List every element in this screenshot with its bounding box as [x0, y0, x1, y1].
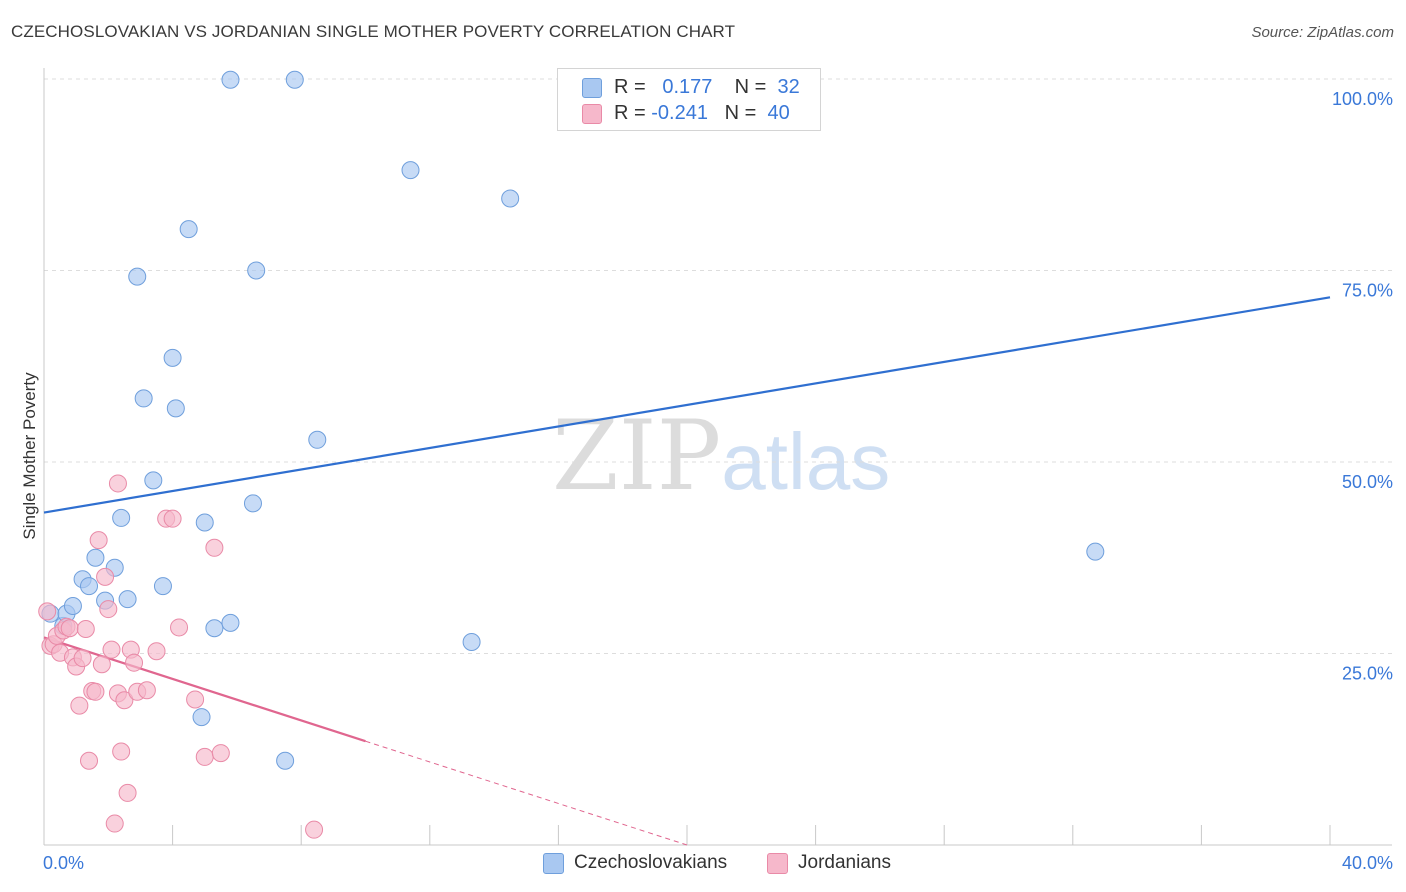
point-czechoslovakian: [134, 389, 153, 408]
point-czechoslovakian: [205, 619, 224, 638]
y-tick-label: 50.0%: [1342, 472, 1393, 492]
trend-line-czechoslovakian: [43, 296, 1331, 514]
point-czechoslovakian: [192, 708, 211, 727]
legend-r-value: -0.241: [651, 102, 708, 124]
point-jordanian: [118, 783, 137, 802]
legend-swatch-czech: [582, 78, 602, 98]
point-jordanian: [163, 509, 182, 528]
point-czechoslovakian: [462, 633, 481, 652]
point-jordanian: [137, 681, 156, 700]
data-points: [38, 70, 1105, 839]
axes: [43, 68, 1392, 846]
point-jordanian: [147, 642, 166, 661]
trend-lines: [43, 296, 1331, 846]
point-czechoslovakian: [153, 577, 172, 596]
point-czechoslovakian: [243, 494, 262, 513]
point-jordanian: [92, 655, 111, 674]
point-jordanian: [96, 567, 115, 586]
axis-labels: 100.0% 75.0% 50.0% 25.0% 0.0% 40.0% Single Mot…: [20, 89, 1393, 873]
point-czechoslovakian: [285, 70, 304, 89]
point-czechoslovakian: [221, 70, 240, 89]
legend-n-value: 32: [777, 76, 800, 98]
legend-n-label: N =: [724, 102, 757, 124]
y-tick-label: 75.0%: [1342, 281, 1393, 301]
y-axis-label: Single Mother Poverty: [20, 372, 39, 540]
point-czechoslovakian: [276, 751, 295, 770]
point-jordanian: [70, 696, 89, 715]
point-jordanian: [80, 751, 99, 770]
x-tick-label: 0.0%: [43, 853, 84, 873]
point-czechoslovakian: [501, 189, 520, 208]
point-jordanian: [102, 640, 121, 659]
legend-n-value: 40: [767, 102, 790, 124]
legend-r-label: R =: [614, 76, 646, 98]
point-czechoslovakian: [195, 513, 214, 532]
point-czechoslovakian: [401, 161, 420, 180]
point-jordanian: [305, 820, 324, 839]
source-label: Source: ZipAtlas.com: [1251, 24, 1394, 41]
point-jordanian: [86, 682, 105, 701]
legend-n-label: N =: [734, 76, 767, 98]
point-jordanian: [73, 649, 92, 668]
point-czechoslovakian: [63, 597, 82, 616]
point-jordanian: [105, 814, 124, 833]
point-jordanian: [76, 619, 95, 638]
point-jordanian: [205, 538, 224, 557]
legend-swatch-jordan: [582, 104, 602, 124]
point-jordanian: [125, 653, 144, 672]
point-czechoslovakian: [163, 348, 182, 367]
trend-line-jordanian: [43, 636, 366, 743]
x-tick-label: 40.0%: [1342, 853, 1393, 873]
watermark-zip: ZIP: [552, 400, 722, 512]
point-czechoslovakian: [128, 267, 147, 286]
point-jordanian: [60, 619, 79, 638]
point-jordanian: [115, 691, 134, 710]
point-jordanian: [112, 742, 131, 761]
legend-r-value: 0.177: [662, 76, 713, 98]
point-czechoslovakian: [144, 471, 163, 490]
legend-r-label: R =: [614, 102, 646, 124]
point-czechoslovakian: [80, 577, 99, 596]
point-czechoslovakian: [179, 220, 198, 239]
point-jordanian: [186, 690, 205, 709]
y-tick-label: 100.0%: [1332, 89, 1393, 109]
point-jordanian: [195, 747, 214, 766]
point-jordanian: [99, 600, 118, 619]
point-czechoslovakian: [1086, 542, 1105, 561]
point-czechoslovakian: [166, 399, 185, 418]
point-jordanian: [89, 531, 108, 550]
grid-lines: [44, 78, 1392, 654]
y-tick-label: 25.0%: [1342, 664, 1393, 684]
bottom-legend-label-czech: Czechoslovakians: [574, 852, 728, 873]
point-czechoslovakian: [308, 430, 327, 449]
point-jordanian: [211, 744, 230, 763]
point-jordanian: [108, 474, 127, 493]
bottom-legend-swatch-jordan: [767, 853, 788, 874]
correlation-legend: R = 0.177 N = 32 R = -0.241 N = 40: [557, 68, 821, 131]
point-czechoslovakian: [118, 590, 137, 609]
point-czechoslovakian: [221, 613, 240, 632]
point-czechoslovakian: [86, 548, 105, 567]
chart-title: CZECHOSLOVAKIAN VS JORDANIAN SINGLE MOTH…: [11, 22, 736, 41]
point-czechoslovakian: [112, 508, 131, 527]
point-jordanian: [170, 618, 189, 637]
point-czechoslovakian: [247, 261, 266, 280]
bottom-legend-label-jordan: Jordanians: [798, 852, 891, 873]
point-jordanian: [38, 602, 57, 621]
bottom-legend-swatch-czech: [543, 853, 564, 874]
trend-line-jordanian-extension: [365, 740, 688, 846]
